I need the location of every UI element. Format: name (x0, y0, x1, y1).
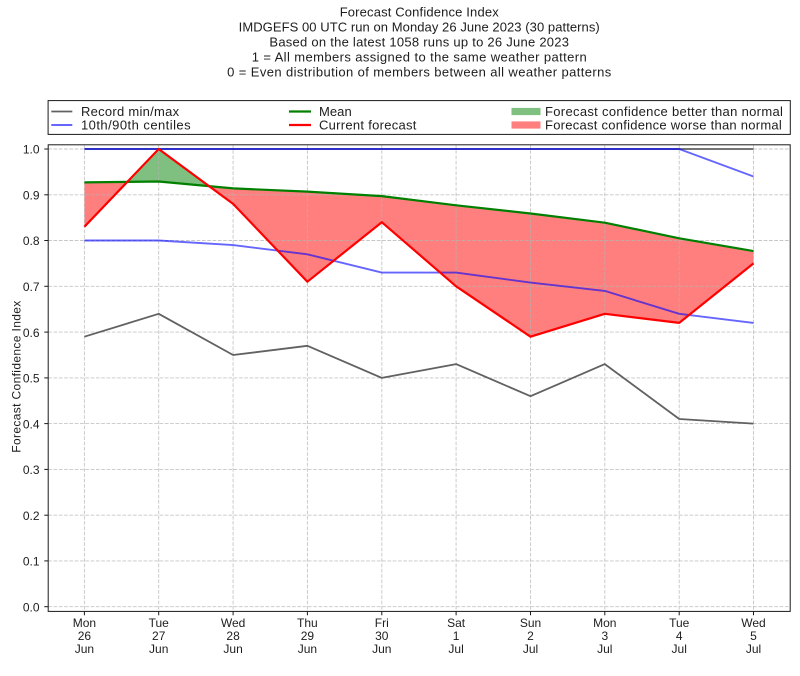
svg-text:Jul: Jul (448, 642, 463, 656)
svg-text:Fri: Fri (375, 616, 389, 630)
svg-text:Jul: Jul (523, 642, 538, 656)
svg-text:4: 4 (676, 629, 683, 643)
svg-text:Wed: Wed (741, 616, 765, 630)
svg-text:0.2: 0.2 (23, 509, 40, 523)
svg-text:5: 5 (750, 629, 757, 643)
svg-text:Forecast confidence worse than: Forecast confidence worse than normal (545, 117, 782, 132)
svg-text:Mean: Mean (319, 104, 352, 119)
svg-text:Jul: Jul (597, 642, 612, 656)
svg-text:1 = All members assigned to th: 1 = All members assigned to the same wea… (252, 49, 587, 64)
svg-text:Jul: Jul (746, 642, 761, 656)
svg-text:0.0: 0.0 (23, 600, 40, 614)
svg-text:Based on the latest 1058 runs: Based on the latest 1058 runs up to 26 J… (269, 34, 569, 49)
svg-text:0.6: 0.6 (23, 326, 40, 340)
svg-text:1.0: 1.0 (23, 143, 40, 157)
svg-text:0.5: 0.5 (23, 372, 40, 386)
svg-text:Jun: Jun (149, 642, 168, 656)
svg-text:Jun: Jun (223, 642, 242, 656)
svg-text:Sat: Sat (447, 616, 466, 630)
svg-text:Jul: Jul (672, 642, 687, 656)
svg-text:27: 27 (152, 629, 166, 643)
svg-text:Forecast confidence better tha: Forecast confidence better than normal (545, 104, 783, 119)
svg-text:0 = Even distribution of membe: 0 = Even distribution of members between… (227, 64, 612, 79)
svg-text:0.7: 0.7 (23, 280, 40, 294)
svg-text:Thu: Thu (297, 616, 318, 630)
svg-text:Jun: Jun (75, 642, 94, 656)
svg-text:30: 30 (375, 629, 389, 643)
svg-text:0.1: 0.1 (23, 555, 40, 569)
svg-text:Record min/max: Record min/max (81, 104, 180, 119)
svg-text:3: 3 (601, 629, 608, 643)
svg-text:Forecast Confidence Index: Forecast Confidence Index (10, 301, 24, 453)
svg-text:0.9: 0.9 (23, 189, 40, 203)
svg-text:29: 29 (301, 629, 315, 643)
svg-text:Current forecast: Current forecast (319, 117, 417, 132)
svg-text:0.3: 0.3 (23, 463, 40, 477)
svg-text:2: 2 (527, 629, 534, 643)
svg-text:Mon: Mon (593, 616, 616, 630)
svg-text:Wed: Wed (221, 616, 245, 630)
svg-text:0.8: 0.8 (23, 234, 40, 248)
svg-text:IMDGEFS 00 UTC run on Monday 2: IMDGEFS 00 UTC run on Monday 26 June 202… (239, 19, 600, 34)
svg-text:Sun: Sun (520, 616, 541, 630)
svg-text:1: 1 (453, 629, 460, 643)
svg-text:Forecast Confidence Index: Forecast Confidence Index (340, 4, 500, 19)
svg-text:Tue: Tue (669, 616, 690, 630)
svg-text:10th/90th centiles: 10th/90th centiles (81, 117, 191, 132)
svg-text:Jun: Jun (298, 642, 317, 656)
svg-text:Jun: Jun (372, 642, 391, 656)
svg-text:28: 28 (226, 629, 240, 643)
svg-text:26: 26 (78, 629, 92, 643)
svg-text:0.4: 0.4 (23, 417, 40, 431)
svg-text:Tue: Tue (149, 616, 170, 630)
svg-text:Mon: Mon (73, 616, 96, 630)
